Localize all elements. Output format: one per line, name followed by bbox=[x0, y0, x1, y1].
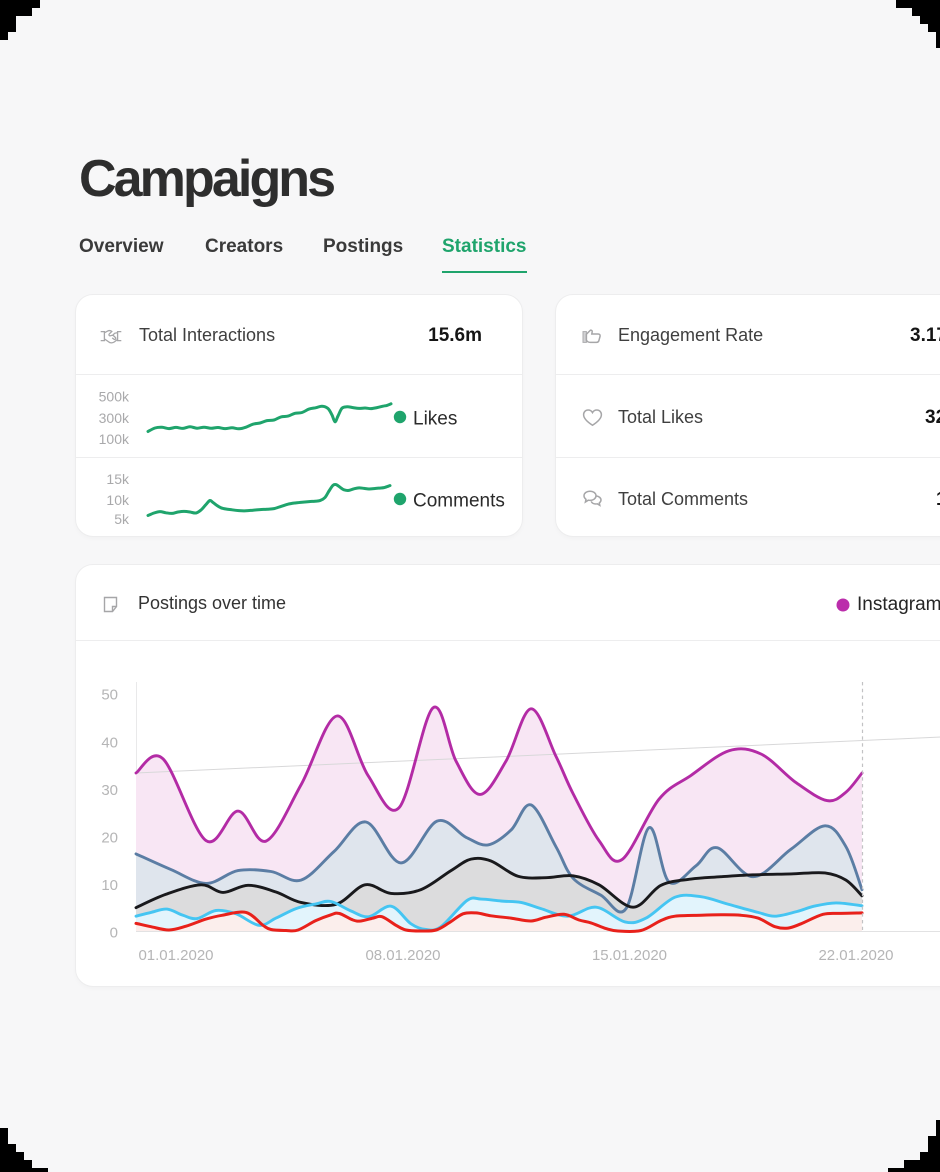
svg-text:01.01.2020: 01.01.2020 bbox=[138, 947, 213, 964]
svg-text:300k: 300k bbox=[99, 410, 130, 426]
svg-text:40: 40 bbox=[101, 734, 118, 751]
svg-text:22.01.2020: 22.01.2020 bbox=[818, 947, 893, 964]
svg-text:10: 10 bbox=[101, 877, 118, 894]
svg-text:15k: 15k bbox=[106, 471, 130, 487]
svg-text:20: 20 bbox=[101, 830, 118, 847]
svg-text:50: 50 bbox=[101, 687, 118, 704]
svg-text:15.01.2020: 15.01.2020 bbox=[592, 947, 667, 964]
svg-text:0: 0 bbox=[110, 925, 118, 942]
svg-text:30: 30 bbox=[101, 782, 118, 799]
svg-text:08.01.2020: 08.01.2020 bbox=[365, 947, 440, 964]
svg-text:500k: 500k bbox=[99, 389, 130, 405]
svg-text:10k: 10k bbox=[106, 492, 130, 508]
svg-text:5k: 5k bbox=[114, 511, 130, 527]
svg-text:100k: 100k bbox=[99, 431, 130, 447]
svg-text:Comments: Comments bbox=[413, 491, 505, 512]
svg-text:Likes: Likes bbox=[413, 409, 457, 430]
